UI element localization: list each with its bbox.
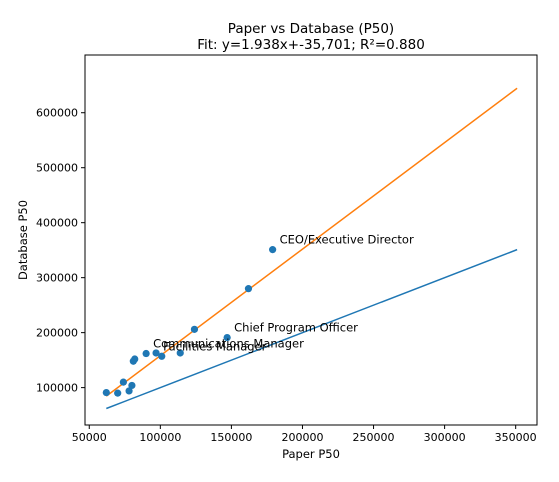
data-point bbox=[114, 389, 122, 397]
data-point bbox=[102, 388, 110, 397]
data-point bbox=[190, 325, 199, 333]
data-point bbox=[158, 352, 166, 360]
point-annotation: Chief Program Officer bbox=[234, 321, 358, 335]
point-annotation: Communications Manager bbox=[153, 337, 304, 351]
chart-title: Paper vs Database (P50) bbox=[228, 21, 394, 37]
identity-line bbox=[106, 248, 518, 410]
data-point bbox=[128, 381, 136, 390]
data-point bbox=[176, 349, 184, 357]
data-point bbox=[269, 246, 277, 254]
data-point bbox=[223, 333, 231, 342]
x-tick-label: 250000 bbox=[353, 431, 395, 444]
point-annotation: Facilities Manager bbox=[163, 339, 267, 353]
x-axis: 50000 100000 150000 200000 250000 300000 35000… bbox=[72, 425, 537, 444]
y-tick-label: 400000 bbox=[36, 217, 78, 230]
y-tick-label: 200000 bbox=[36, 327, 78, 340]
y-tick-label: 600000 bbox=[36, 107, 78, 120]
fit-line bbox=[105, 87, 518, 397]
y-tick-label: 100000 bbox=[36, 382, 78, 395]
x-tick-label: 150000 bbox=[210, 431, 252, 444]
x-tick-label: 350000 bbox=[495, 431, 537, 444]
x-tick-label: 300000 bbox=[424, 431, 466, 444]
data-point bbox=[142, 349, 150, 358]
chart-subtitle: Fit: y=1.938x+-35,701; R²=0.880 bbox=[197, 37, 425, 53]
point-annotation: CEO/Executive Director bbox=[280, 233, 414, 247]
points-layer bbox=[102, 246, 277, 397]
data-point bbox=[131, 355, 139, 363]
x-tick-label: 200000 bbox=[281, 431, 323, 444]
data-point bbox=[119, 378, 127, 386]
plot-area bbox=[84, 54, 538, 426]
x-tick-label: 100000 bbox=[139, 431, 181, 444]
data-point bbox=[152, 349, 160, 357]
y-tick-label: 500000 bbox=[36, 162, 78, 175]
annotations-layer: CEO/Executive Director Chief Program Offi… bbox=[153, 233, 414, 354]
x-axis-label: Paper P50 bbox=[282, 447, 340, 461]
y-tick-label: 300000 bbox=[36, 272, 78, 285]
y-axis: 100000 200000 300000 400000 500000 600000 bbox=[36, 107, 85, 395]
data-point bbox=[125, 387, 133, 395]
x-tick-label: 50000 bbox=[72, 431, 107, 444]
lines-layer bbox=[105, 87, 518, 410]
y-axis-label: Database P50 bbox=[16, 200, 30, 280]
data-point bbox=[244, 285, 253, 293]
